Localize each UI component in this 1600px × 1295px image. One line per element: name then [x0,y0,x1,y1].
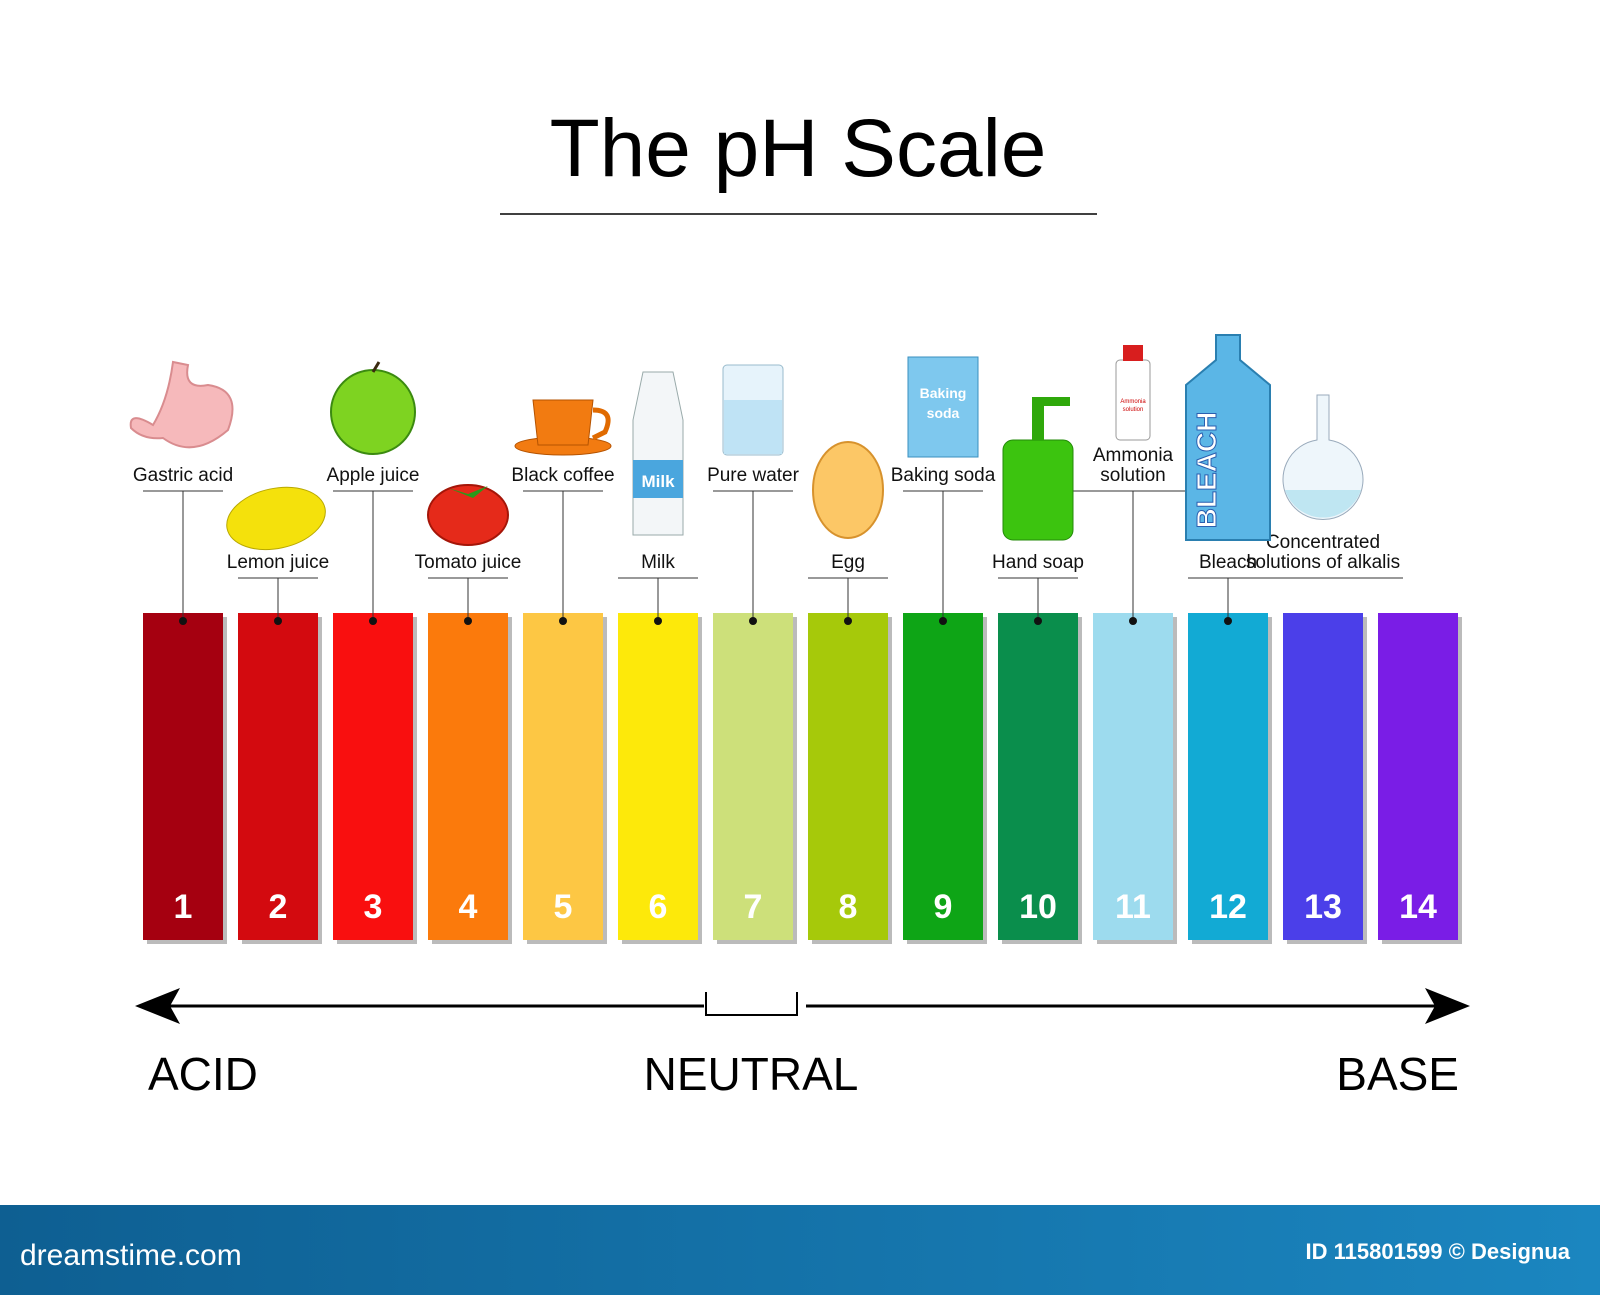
ph-strip [998,613,1078,940]
icon-shape [1285,490,1361,518]
pointer-dot [654,617,662,625]
substance-label: Black coffee [511,465,614,486]
ph-number: 4 [459,888,478,926]
ph-number: 2 [269,888,288,926]
ph-number: 9 [934,888,953,926]
substance-label: Apple juice [327,465,420,486]
footer-bar [0,1205,1600,1295]
icon-shape [427,484,509,546]
ph-number: 13 [1304,888,1342,926]
ph-strip [1378,613,1458,940]
icon-text: BLEACH [1191,412,1222,529]
icon-shape [1032,397,1070,406]
substance-label: Milk [641,552,675,573]
pointer-dot [274,617,282,625]
icon-shape [812,441,884,539]
ph-strip [808,613,888,940]
ph-strip [1283,613,1363,940]
ph-number: 1 [174,888,193,926]
icon-shape [226,486,326,551]
substance-label: Egg [831,552,865,573]
base-label: BASE [1336,1048,1459,1100]
substance-label: Ammonia [1093,445,1174,466]
substance-label: Pure water [707,465,800,486]
ph-number: 7 [744,888,763,926]
pointer-dot [464,617,472,625]
pointer-dot [844,617,852,625]
substance-label: Baking soda [891,465,996,486]
pointer-dot [939,617,947,625]
pointer-dot [1129,617,1137,625]
ph-number: 12 [1209,888,1247,926]
substance-label: solution [1100,465,1166,486]
substance-label: Lemon juice [227,552,329,573]
icon-shape [330,369,416,455]
substance-label: solutions of alkalis [1246,552,1400,573]
footer-id: ID 115801599 © Designua [1306,1239,1571,1264]
icon-shape [1002,439,1074,541]
icon-text: Milk [641,472,675,491]
ph-number: 3 [364,888,383,926]
icon-shape [1032,405,1044,441]
pointer-dot [369,617,377,625]
ph-strip [523,613,603,940]
substance-label: Concentrated [1266,532,1380,553]
pointer-dot [1224,617,1232,625]
acid-label: ACID [148,1048,258,1100]
icon-shape [907,356,979,458]
ph-strip [238,613,318,940]
substance-label: Hand soap [992,552,1084,573]
substance-label: Gastric acid [133,465,233,486]
ph-strip [618,613,698,940]
icon-shape [129,360,234,449]
ph-number: 5 [554,888,573,926]
ph-strip [1093,613,1173,940]
ph-number: 10 [1019,888,1057,926]
pointer-dot [1034,617,1042,625]
icon-shape [724,400,782,454]
neutral-label: NEUTRAL [644,1048,859,1100]
icon-shape [1282,394,1364,521]
icon-text: Baking [920,385,967,401]
icon-shape [632,371,684,536]
ph-number: 6 [649,888,668,926]
title: The pH Scale [550,103,1047,194]
icon-shape [371,361,381,373]
ph-number: 14 [1399,888,1437,926]
icon-shape [1123,345,1143,361]
pointer-dot [179,617,187,625]
icon-text: Ammonia [1120,399,1146,405]
ph-strip [903,613,983,940]
icon-shape [633,460,683,498]
ph-strip [333,613,413,940]
pointer-dot [749,617,757,625]
ph-strip [428,613,508,940]
ph-strip [1188,613,1268,940]
substance-label: Tomato juice [415,552,522,573]
icon-shape [1185,334,1271,541]
icon-shape [532,399,594,446]
ph-number: 8 [839,888,858,926]
icon-shape [591,407,611,441]
ph-strip [713,613,793,940]
ph-number: 11 [1115,888,1151,926]
icon-text: solution [1123,407,1144,413]
substance-label: Bleach [1199,552,1257,573]
ph-strip [143,613,223,940]
axis-arrow [135,988,1470,1024]
icon-shape [448,486,488,498]
icon-text: soda [927,405,960,421]
pointer-dot [559,617,567,625]
footer-site: dreamstime.com [20,1239,242,1272]
